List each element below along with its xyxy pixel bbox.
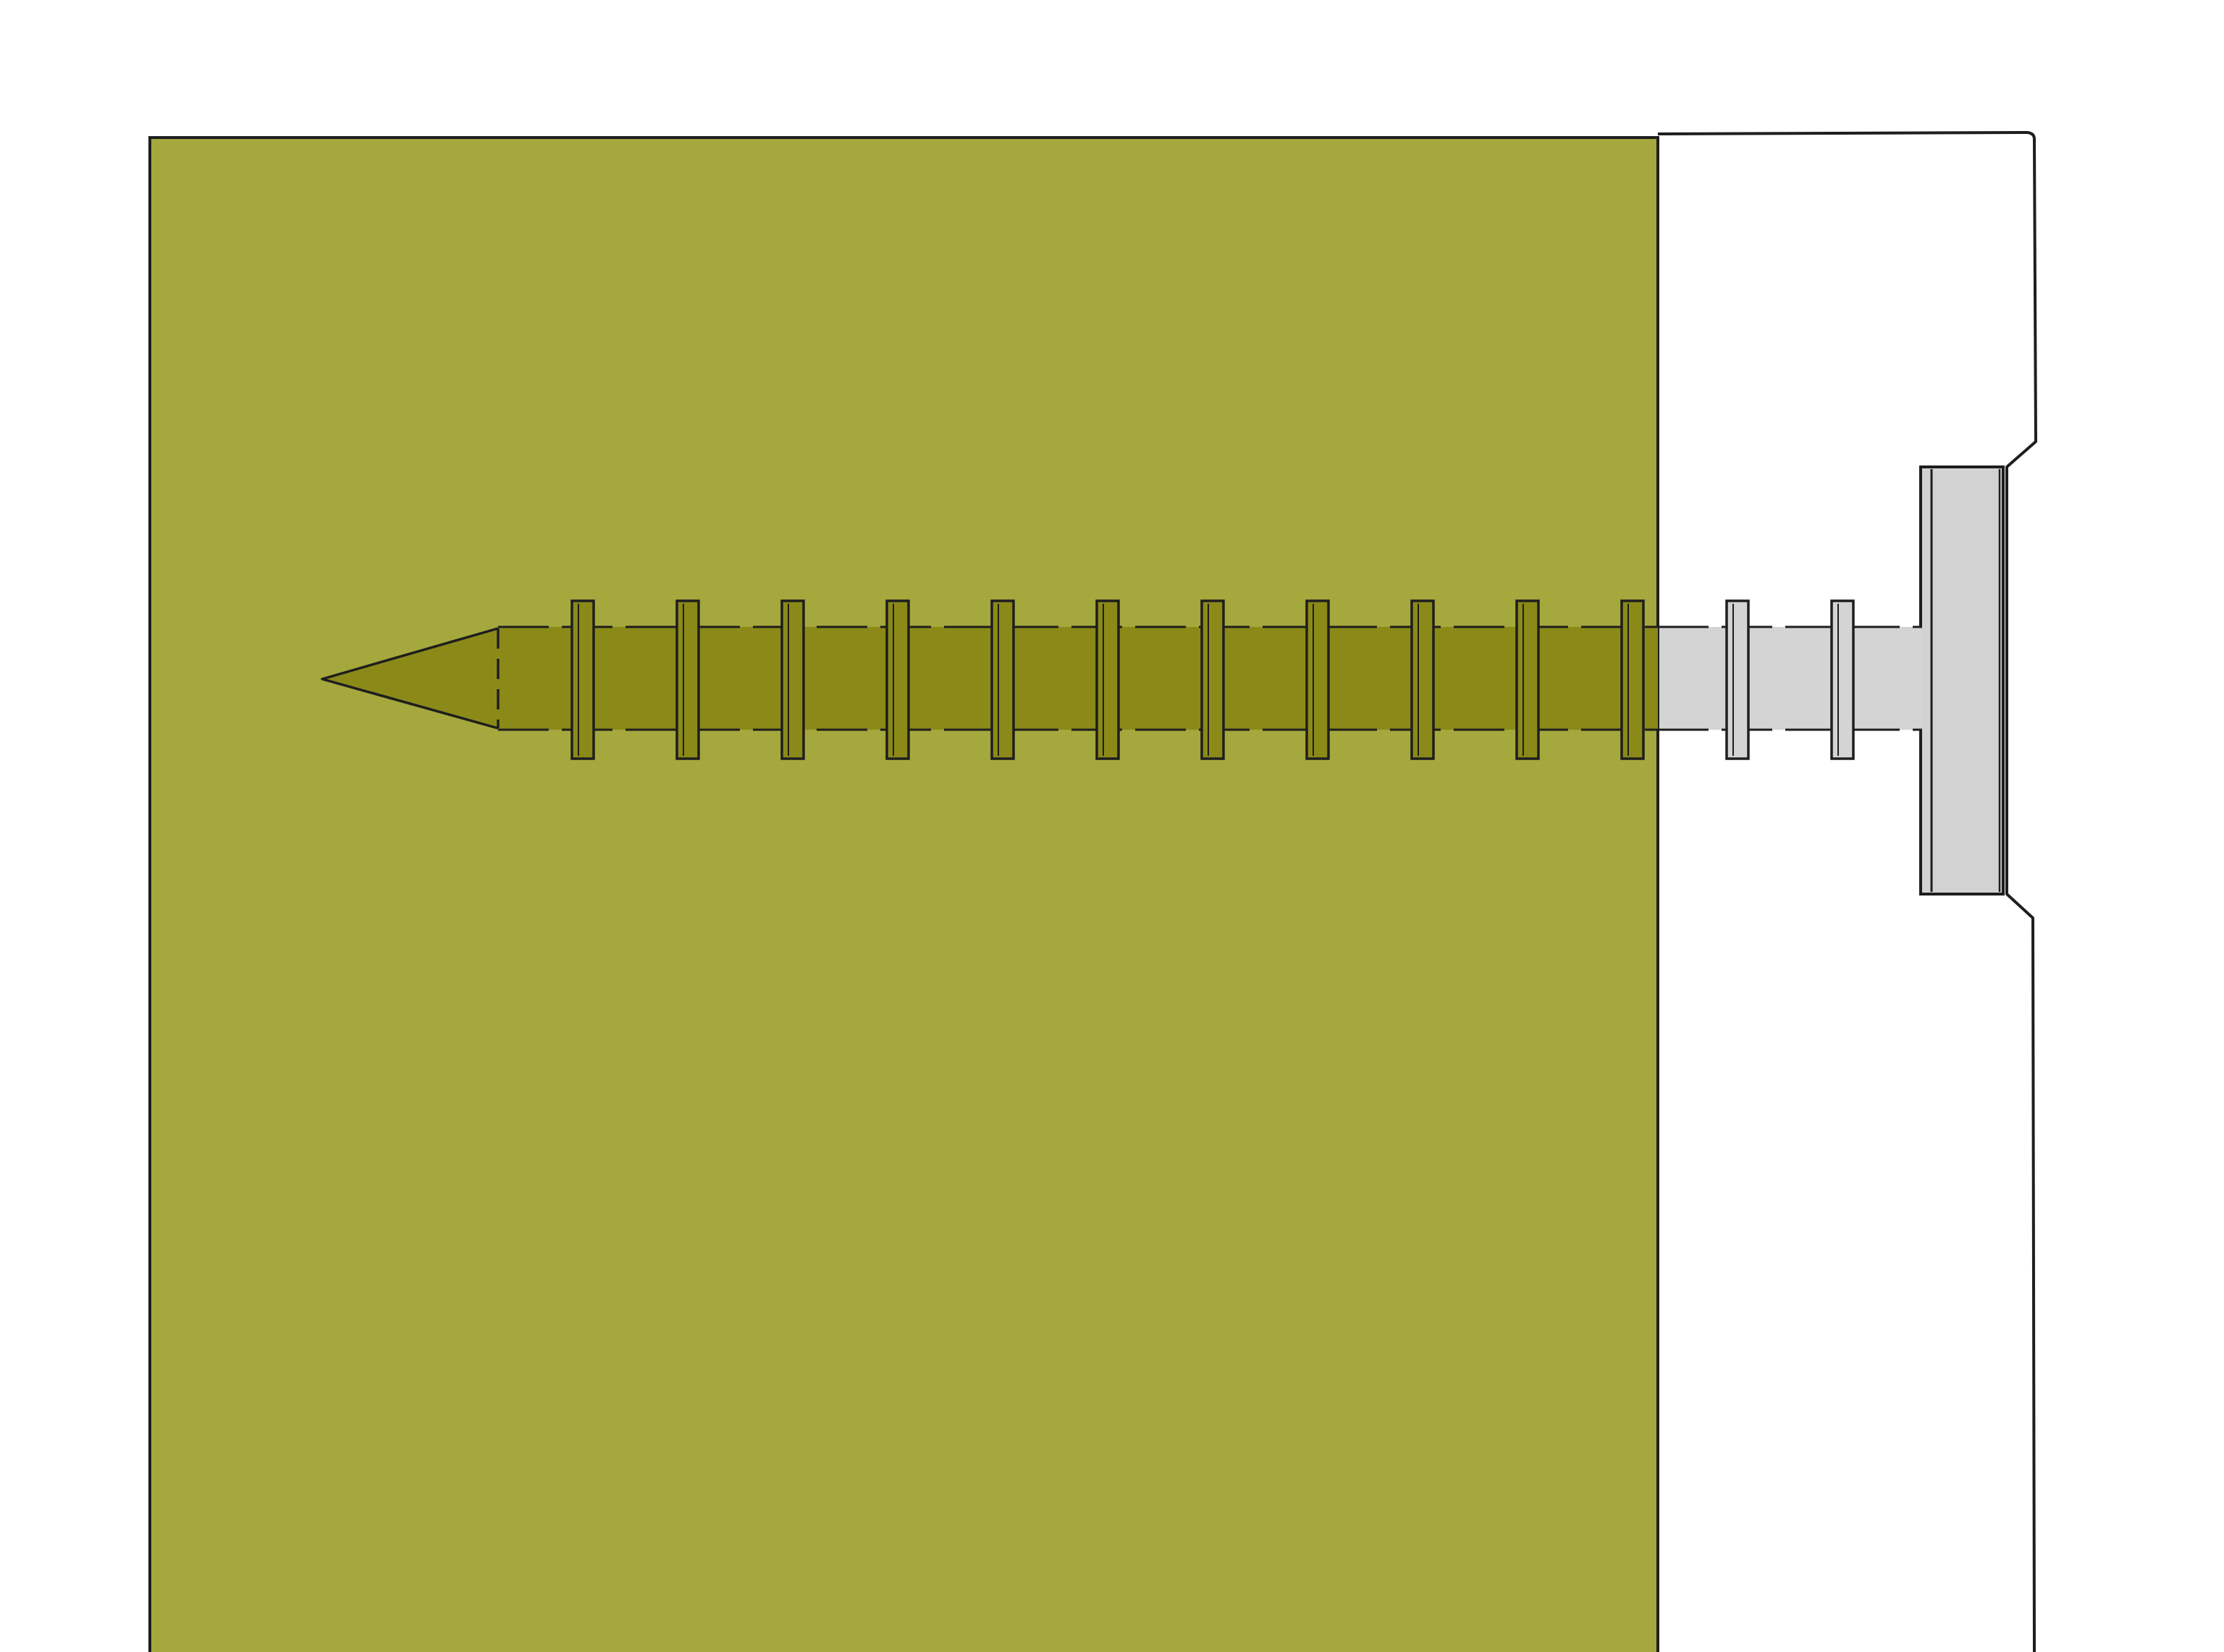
screw-thread-embedded <box>990 599 1015 760</box>
screw-shank-exposed <box>1658 625 1922 731</box>
screw-thread-embedded <box>1410 599 1435 760</box>
screw-thread-exposed <box>1725 599 1750 760</box>
screw-thread-embedded <box>1305 599 1330 760</box>
screw-body-embedded <box>321 625 1658 731</box>
screw-thread-embedded <box>1620 599 1645 760</box>
wall-profile-outline <box>1657 131 2037 1652</box>
screw-threads-embedded <box>570 599 1645 760</box>
screw-threads-exposed <box>1725 599 1855 760</box>
screw-thread-embedded <box>570 599 595 760</box>
screw-thread-embedded <box>675 599 700 760</box>
screw-thread-embedded <box>780 599 805 760</box>
screw-thread-embedded <box>1200 599 1225 760</box>
screw-thread-exposed <box>1830 599 1855 760</box>
screw-thread-embedded <box>1095 599 1120 760</box>
screw-thread-embedded <box>1515 599 1540 760</box>
wooden-board <box>148 136 1659 1652</box>
screw-head <box>1919 465 2005 895</box>
screw-tip <box>322 628 498 728</box>
screw-thread-embedded <box>885 599 910 760</box>
